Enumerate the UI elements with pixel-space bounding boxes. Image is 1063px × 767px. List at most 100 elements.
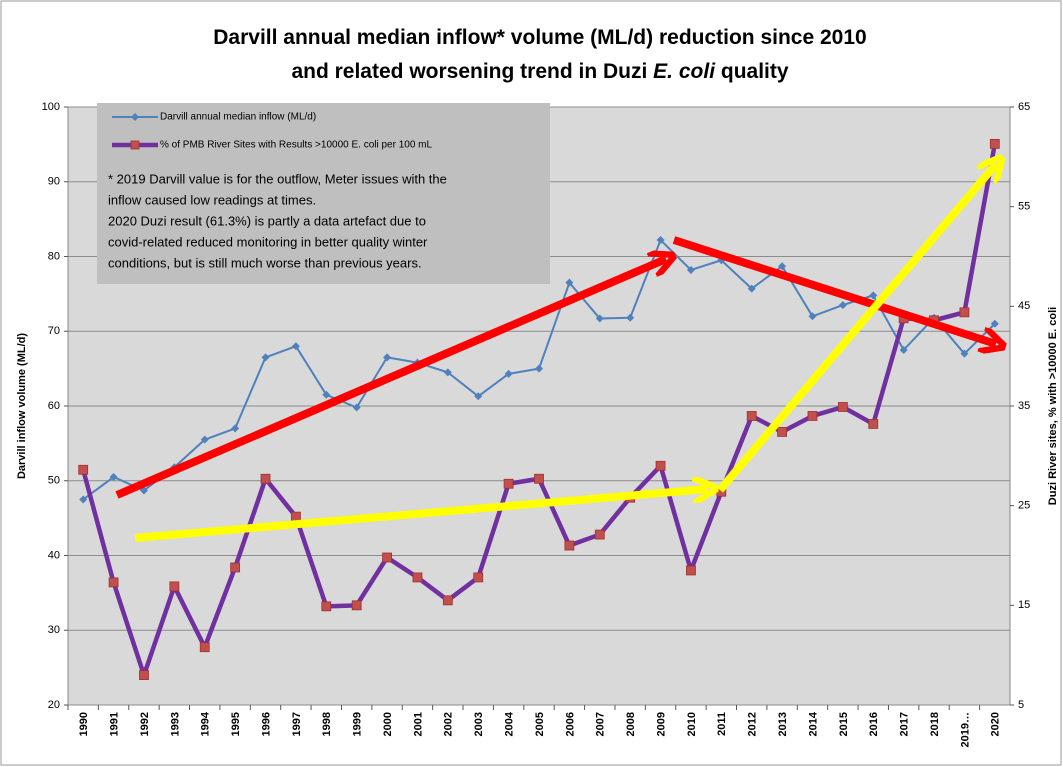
point (868, 419, 879, 429)
trend-arrow (716, 164, 996, 493)
x-tick-label: 2016 (868, 712, 880, 736)
y-tick-label: 40 (48, 549, 60, 561)
point (655, 460, 666, 471)
x-tick-label: 1997 (291, 712, 303, 736)
x-tick-label: 1992 (139, 712, 151, 736)
point (291, 511, 301, 522)
note-line: * 2019 Darvill value is for the outflow,… (108, 171, 447, 186)
x-tick-label: 2018 (929, 712, 941, 736)
y-tick-label: 90 (48, 176, 60, 188)
point (899, 345, 908, 354)
x-tick-label: 1993 (169, 712, 181, 736)
point (807, 411, 818, 421)
legend-label: % of PMB River Sites with Results >10000… (160, 140, 433, 151)
point (474, 392, 483, 401)
point (108, 577, 119, 588)
point (442, 595, 453, 606)
point (838, 301, 847, 310)
point (321, 601, 332, 612)
point (139, 670, 149, 680)
point (260, 473, 271, 484)
x-tick-label: 2006 (564, 712, 576, 736)
x-tick-label: 1998 (321, 712, 333, 736)
point (504, 369, 513, 378)
point (352, 403, 361, 412)
y-tick-label: 50 (48, 475, 60, 487)
chart-title: and related worsening trend in Duzi E. c… (291, 60, 788, 83)
y-tick-label: 100 (42, 101, 60, 113)
point (656, 236, 665, 245)
x-tick-label: 2000 (382, 712, 394, 736)
point (383, 353, 392, 362)
y2-axis-label: Duzi River sites, % with >10000 E. coli (1047, 307, 1059, 505)
point (291, 342, 300, 351)
y2-tick-label: 35 (1018, 400, 1030, 412)
point (837, 402, 848, 412)
point (79, 495, 88, 504)
x-tick-label: 1995 (230, 712, 242, 736)
x-tick-label: 2002 (443, 712, 455, 736)
point (686, 265, 695, 274)
x-tick-label: 2007 (595, 712, 607, 736)
y2-tick-label: 25 (1018, 500, 1030, 512)
x-tick-label: 2009 (655, 712, 667, 736)
x-tick-label: 2012 (747, 712, 759, 736)
point (747, 284, 756, 293)
x-tick-label: 1999 (352, 712, 364, 736)
legend-box (97, 103, 550, 284)
trend-arrow (672, 236, 996, 344)
x-tick-label: 1990 (78, 712, 90, 736)
y-tick-label: 60 (48, 400, 60, 412)
point (534, 473, 544, 484)
chart-title: Darvill annual median inflow* volume (ML… (213, 26, 866, 49)
point (535, 364, 543, 373)
point (412, 572, 423, 583)
point (746, 411, 757, 421)
title-part: and related worsening trend in Duzi (291, 60, 653, 83)
point (595, 314, 604, 323)
x-tick-label: 2003 (473, 712, 485, 736)
legend-marker (130, 140, 140, 150)
point (473, 572, 484, 583)
title-part: Darvill annual median inflow* volume (ML… (213, 26, 866, 49)
point (200, 435, 209, 444)
note-line: inflow caused low readings at times. (108, 192, 316, 207)
point (351, 600, 362, 611)
title-part: quality (715, 60, 789, 83)
x-tick-label: 2017 (899, 712, 911, 736)
note-line: covid-related reduced monitoring in bett… (108, 234, 428, 249)
x-tick-label: 2014 (807, 711, 819, 736)
point (443, 368, 452, 377)
point (869, 291, 878, 300)
point (199, 642, 210, 653)
point (808, 312, 817, 321)
point (959, 307, 970, 318)
y-tick-label: 20 (48, 699, 60, 711)
point (382, 552, 392, 563)
y-axis-label: Darvill inflow volume (ML/d) (16, 333, 28, 479)
point (503, 478, 514, 489)
point (322, 390, 331, 399)
point (686, 565, 696, 576)
note-line: conditions, but is still much worse than… (108, 255, 422, 270)
trend-arrow (115, 259, 666, 499)
point (778, 262, 787, 271)
x-tick-label: 1991 (108, 712, 120, 736)
trend-arrow (134, 489, 708, 542)
x-tick-label: 2004 (504, 711, 516, 736)
y2-tick-label: 65 (1018, 101, 1030, 113)
point (78, 464, 89, 475)
point (594, 529, 605, 540)
note-line: 2020 Duzi result (61.3%) is partly a dat… (108, 213, 426, 228)
point (169, 581, 180, 592)
x-tick-label: 2013 (777, 712, 789, 736)
y2-tick-label: 45 (1018, 300, 1030, 312)
x-tick-label: 2019… (959, 712, 971, 747)
title-part: E. coli (653, 60, 716, 83)
point (626, 313, 635, 322)
y2-tick-label: 15 (1018, 599, 1030, 611)
x-tick-label: 1996 (260, 712, 272, 736)
y2-tick-label: 5 (1018, 699, 1024, 711)
legend-label: Darvill annual median inflow (ML/d) (160, 112, 316, 123)
